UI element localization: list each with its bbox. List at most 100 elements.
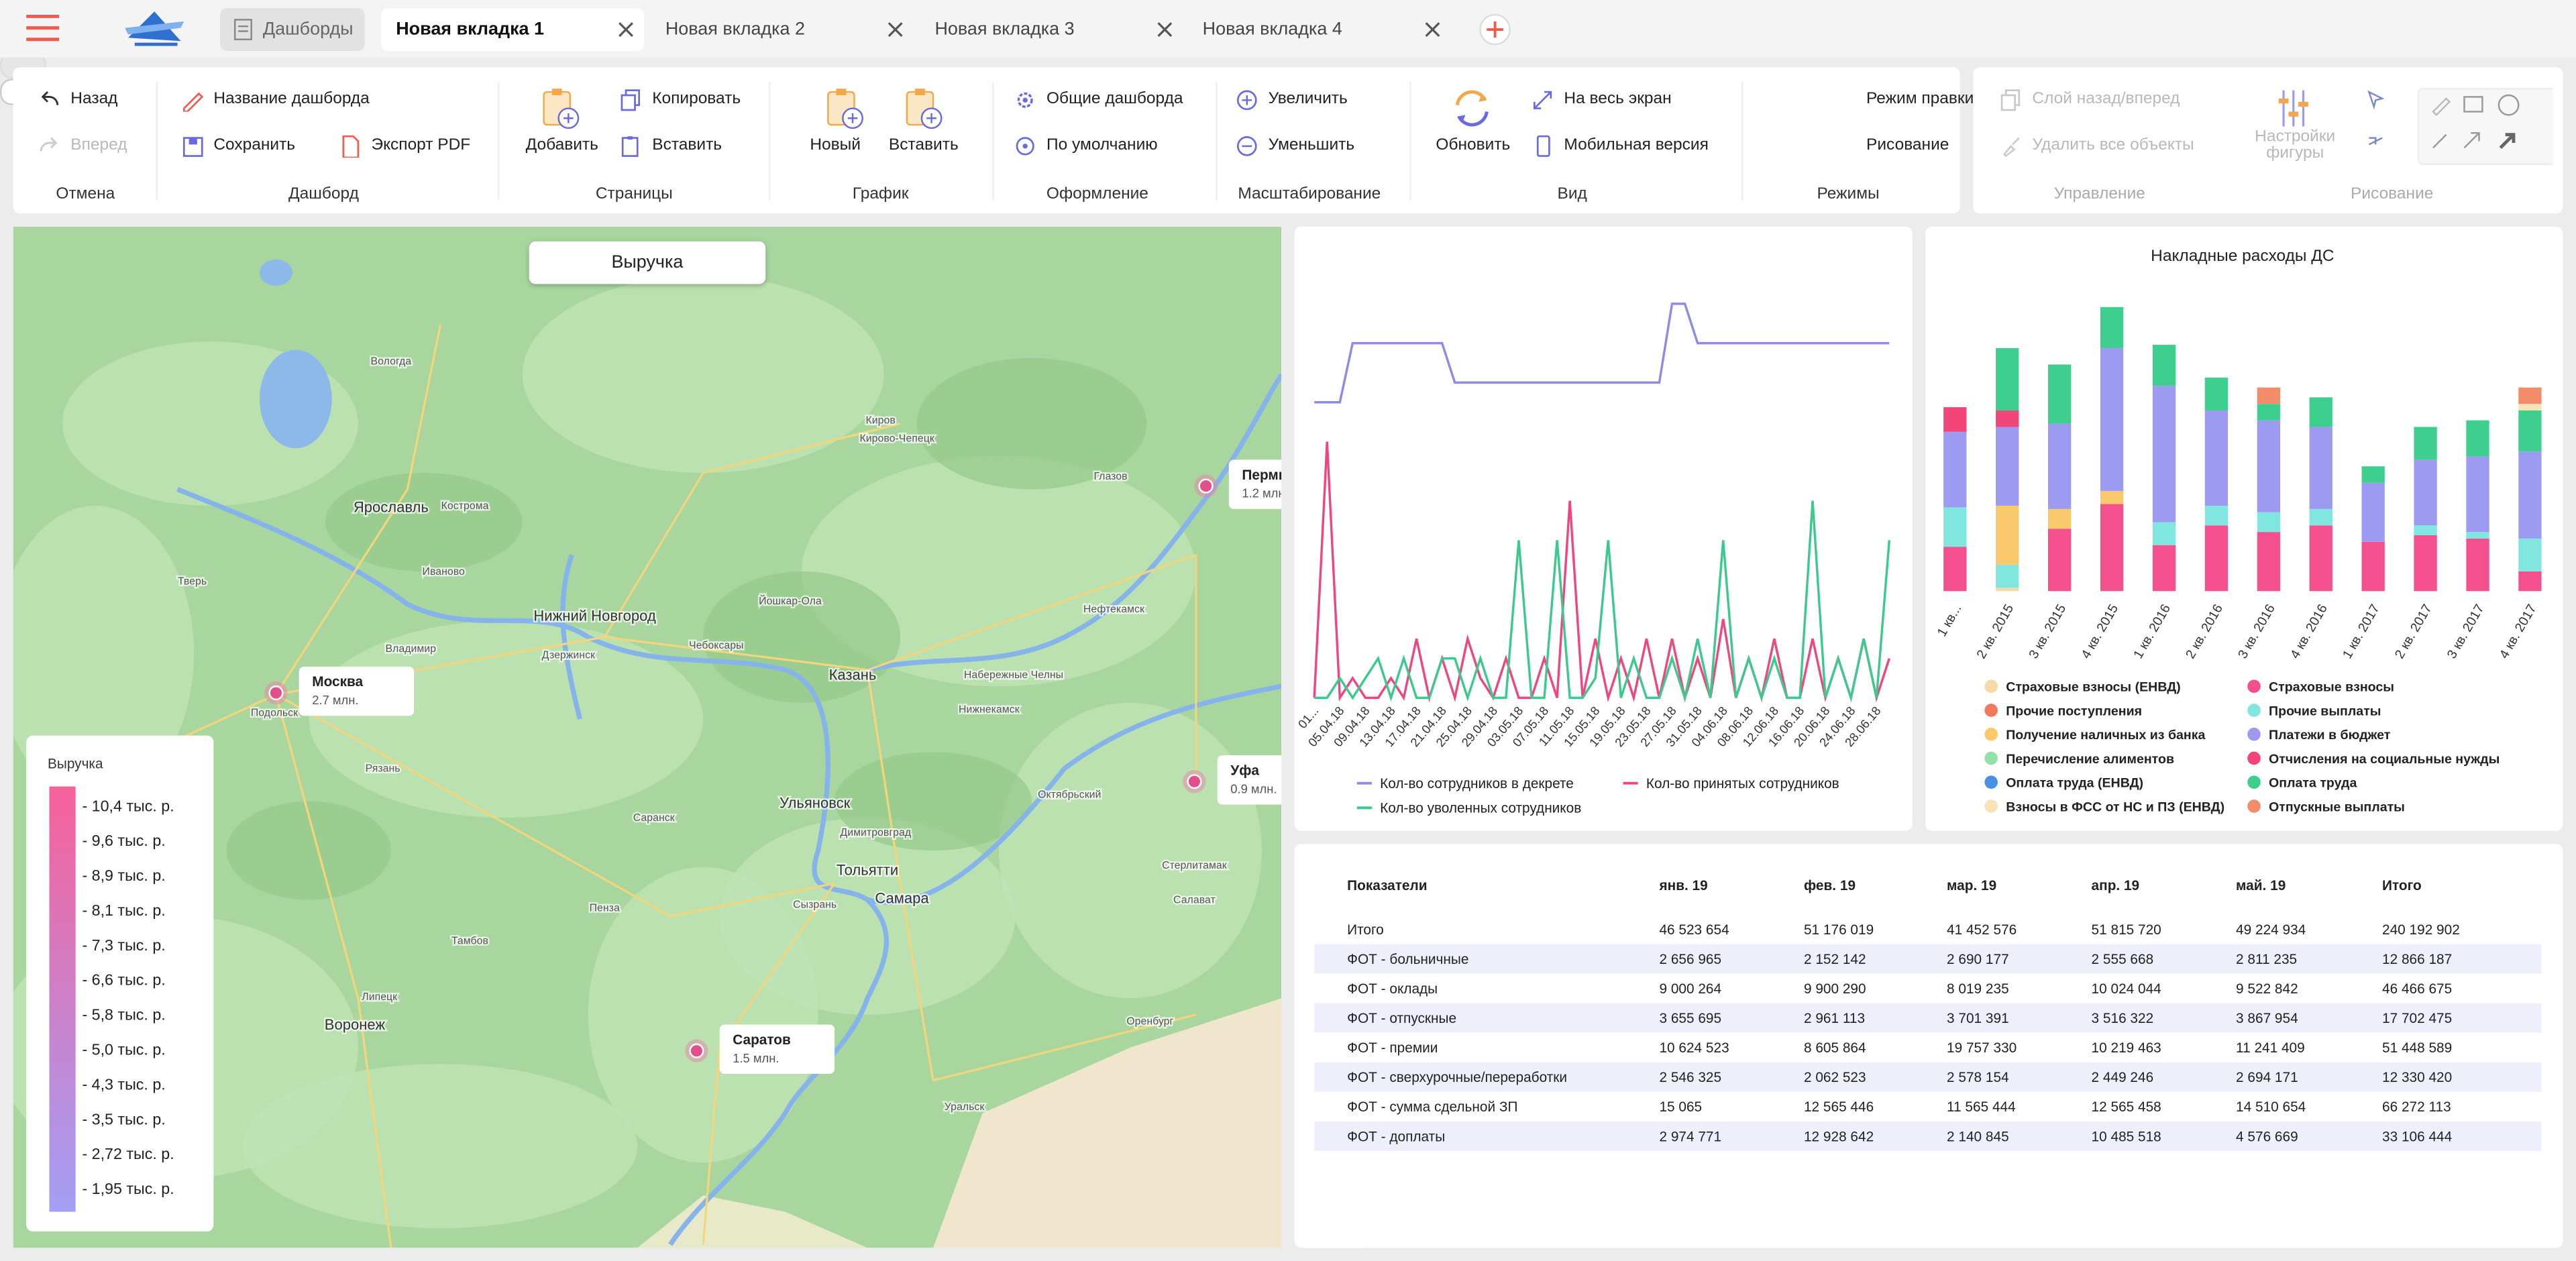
menu-icon[interactable]	[23, 13, 62, 43]
toolbar-button[interactable]: Копировать	[652, 90, 741, 109]
bar-segment	[2518, 387, 2542, 404]
tab-close[interactable]	[887, 21, 903, 38]
bar-segment	[2518, 410, 2542, 452]
legend-label: Кол-во принятых сотрудников	[1646, 776, 1839, 791]
map-city-label: Стерлитамак	[1162, 860, 1228, 871]
tab-label: Новая вкладка 1	[396, 19, 545, 40]
line-chart: 01...05.04.1809.04.1813.04.1817.04.1821.…	[1295, 303, 1891, 816]
tab-close[interactable]	[1424, 21, 1440, 38]
legend-label: - 3,5 тыс. р.	[82, 1110, 165, 1128]
table-cell: 9 900 290	[1803, 980, 1866, 997]
table-cell: 15 065	[1659, 1098, 1703, 1115]
legend-label: Взносы в ФСС от НС и ПЗ (ЕНВД)	[2006, 800, 2224, 814]
table-cell: 8 605 864	[1803, 1039, 1866, 1056]
legend-label: Кол-во сотрудников в декрете	[1380, 776, 1574, 791]
table-header: май. 19	[2236, 877, 2286, 893]
map-bubble-name: Пермь	[1242, 468, 1281, 483]
tab[interactable]: Новая вкладка 2	[651, 8, 914, 51]
toolbar-button[interactable]: Сохранить	[213, 136, 296, 155]
button-icon	[621, 89, 641, 111]
legend-swatch	[2247, 679, 2261, 694]
bar-segment	[2414, 427, 2437, 460]
table-cell: 49 224 934	[2236, 921, 2306, 938]
map-bubble-name: Саратов	[733, 1032, 791, 1048]
map-city-label: Дзержинск	[542, 650, 596, 661]
table-cell: 51 176 019	[1803, 921, 1874, 938]
bar-segment	[2152, 345, 2176, 386]
tab[interactable]: Дашборды	[220, 8, 365, 51]
bar-segment	[2204, 525, 2229, 592]
toolbar-button[interactable]: Добавить	[525, 136, 598, 155]
tab-label: Новая вкладка 3	[934, 19, 1075, 40]
logo[interactable]	[121, 5, 187, 51]
table-cell: 2 140 845	[1947, 1128, 2009, 1145]
toolbar-button[interactable]: Увеличить	[1268, 90, 1348, 109]
map-city-label: Нефтекамск	[1083, 604, 1145, 615]
map-bubble	[1198, 478, 1214, 494]
toolbar-button[interactable]: Экспорт PDF	[371, 136, 471, 155]
x-tick-label: 4 кв. 2015	[2078, 602, 2121, 661]
map-bubble-label: 1.5 млн.	[733, 1051, 779, 1065]
legend-swatch	[1984, 751, 1998, 765]
toolbar-button[interactable]: Слой назад/вперед	[2032, 90, 2180, 109]
legend-label: Перечисление алиментов	[2006, 752, 2174, 767]
tab-close[interactable]	[618, 21, 634, 38]
legend-label: Оплата труда (ЕНВД)	[2006, 776, 2143, 791]
toolbar-button[interactable]: Вставить	[652, 136, 722, 155]
bar-chart-panel: Накладные расходы ДС 1 кв... 2 кв. 2015 3 к…	[1925, 226, 2563, 831]
toolbar-button[interactable]: Новый	[810, 136, 861, 155]
group-label: Режимы	[1817, 185, 1880, 204]
toolbar-button[interactable]: Вперед	[70, 136, 127, 155]
map-city-label: Тверь	[178, 575, 207, 587]
chart-title: Накладные расходы ДС	[2151, 247, 2334, 265]
table-cell: ФОТ - сверхурочные/переработки	[1347, 1068, 1567, 1086]
toolbar-button[interactable]: Рисование	[1866, 136, 1949, 155]
toolbar-button[interactable]: Мобильная версия	[1564, 136, 1709, 155]
map-bubble-label: 2.7 млн.	[312, 693, 358, 707]
button-icon	[543, 89, 580, 129]
table-cell: 12 928 642	[1803, 1128, 1874, 1145]
toolbar-button[interactable]: Удалить все объекты	[2032, 136, 2194, 155]
map: Вологда Ярославль Кострома Иваново Тверь Влад…	[13, 226, 1282, 1248]
button-icon	[1536, 135, 1550, 157]
map-city-label: Воронеж	[325, 1016, 386, 1033]
map-city-label: Набережные Челны	[964, 669, 1063, 681]
add-tab[interactable]	[1479, 13, 1511, 46]
x-tick-label: 1 кв. 2017	[2340, 602, 2383, 661]
toolbar-items: Отмена Назад Вперед Дашборд Название дашборд…	[0, 0, 2576, 204]
tab[interactable]: Новая вкладка 3	[920, 8, 1183, 51]
map-city-label: Казань	[829, 666, 877, 683]
toolbar-button[interactable]: На весь экран	[1564, 90, 1672, 109]
table-cell: 12 330 420	[2382, 1068, 2453, 1086]
tab[interactable]: Новая вкладка 4	[1188, 8, 1451, 51]
table-cell: 46 523 654	[1659, 921, 1729, 938]
x-tick-label: 3 кв. 2015	[2026, 602, 2069, 661]
toolbar-button[interactable]: По умолчанию	[1046, 136, 1158, 155]
bar-segment	[2100, 347, 2124, 491]
drawing-tools[interactable]	[2356, 82, 2553, 180]
bar-segment	[2204, 505, 2229, 526]
map-title[interactable]: Выручка	[529, 241, 766, 284]
button-icon	[2002, 137, 2020, 158]
map-forest-dark	[325, 473, 523, 571]
table-row	[1314, 1121, 2542, 1151]
map-city-label: Октябрьский	[1038, 789, 1101, 801]
table-cell: 17 702 475	[2382, 1009, 2453, 1026]
tab[interactable]: Новая вкладка 1	[381, 8, 645, 51]
legend-label: - 2,72 тыс. р.	[82, 1145, 174, 1162]
legend-swatch	[2247, 800, 2261, 813]
group-label: Страницы	[595, 185, 673, 204]
toolbar-button[interactable]: Название дашборда	[213, 90, 370, 109]
bar-segment	[2257, 420, 2280, 512]
button-icon	[342, 135, 360, 158]
toolbar-button[interactable]: Обновить	[1436, 136, 1511, 155]
tab-close[interactable]	[1157, 21, 1173, 38]
toolbar-button[interactable]: Уменьшить	[1268, 136, 1355, 155]
toolbar-button[interactable]: Вставить	[888, 136, 959, 155]
legend-label: Прочие поступления	[2006, 704, 2142, 718]
toolbar-button[interactable]: Назад	[70, 90, 118, 109]
map-steppe	[933, 998, 1282, 1248]
toolbar-button[interactable]: Общие дашборда	[1046, 90, 1183, 109]
toolbar-button[interactable]: Настройки фигуры	[2255, 127, 2336, 163]
toolbar-button[interactable]: Режим правки	[1866, 90, 1974, 109]
